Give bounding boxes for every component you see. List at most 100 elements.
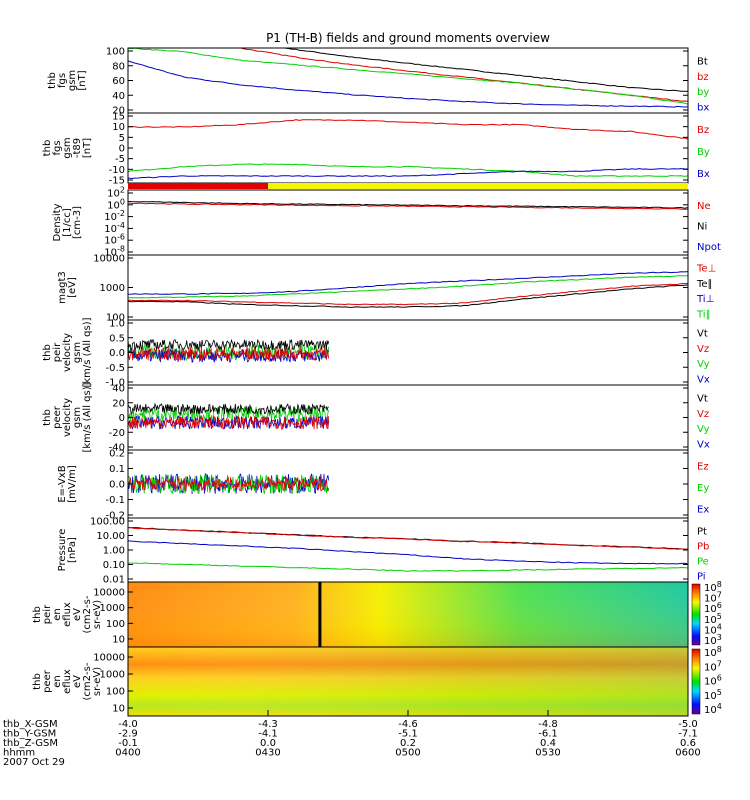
y-tick-label: 100: [106, 619, 125, 630]
colorbar: [691, 648, 701, 715]
x-tick-label: 0500: [395, 748, 420, 759]
series-Pb: [128, 527, 688, 550]
legend-Vt: Vt: [697, 394, 708, 405]
legend-Pb: Pb: [697, 542, 709, 553]
y-axis-label: peir: [52, 342, 63, 362]
y-tick-label: 80: [112, 61, 125, 72]
y-tick-label: 100.00: [90, 517, 125, 528]
y-tick-label: 0.5: [109, 333, 125, 344]
y-axis-label: [cm-3]: [72, 206, 83, 239]
x-row-label: thb_Z-GSM: [3, 738, 58, 749]
y-axis-label: [1/cc]: [62, 208, 73, 237]
series-Te∥: [128, 284, 688, 308]
y-tick-label: 10000: [93, 588, 125, 599]
legend-Te∥: Te∥: [696, 279, 713, 290]
x-tick-label: 0.4: [540, 738, 556, 749]
y-axis-label: thb: [47, 72, 58, 89]
y-axis-label: (cm2-s-: [82, 595, 93, 633]
y-tick-label: -15: [109, 176, 125, 187]
x-tick-label: -4.6: [398, 719, 418, 730]
x-tick-label: -4.3: [258, 719, 278, 730]
y-tick-label: -5: [115, 154, 125, 165]
y-tick-label: 20: [112, 398, 125, 409]
y-axis-label: eV: [72, 675, 83, 688]
panel-frame: [127, 189, 689, 256]
y-axis-label: Pressure: [57, 529, 68, 572]
y-axis-label: E=-VxB: [57, 465, 68, 502]
panel-frame: [127, 47, 689, 114]
x-tick-label: -7.1: [678, 729, 698, 740]
y-tick-label: 1000: [100, 603, 125, 614]
legend-Vx: Vx: [697, 439, 710, 450]
y-axis-label: thb: [42, 140, 53, 157]
series-Vy: [128, 405, 330, 424]
panel-efield: 0.2 0.1 0.0 -0.1 -0.2 E=-VxB [mV/m] Ez Ey Ex: [57, 449, 709, 522]
legend-Pt: Pt: [697, 527, 707, 538]
panel-peir-velocity: 1.0 0.5 0.0 -0.5 -1.0 thb peir velocity gsm [km/s…: [42, 317, 710, 388]
panel-pressure: 100.00 10.00 1.00 0.10 0.01 Pressure [nPa] Pt Pb…: [57, 517, 709, 586]
y-tick-label: 0.10: [103, 560, 125, 571]
y-tick-label: -0.5: [105, 363, 125, 374]
y-axis-label: eflux: [62, 602, 73, 627]
x-row-label: thb_X-GSM: [3, 719, 58, 730]
y-axis-label: sr-eV): [92, 667, 103, 696]
y-tick-label: -20: [109, 428, 125, 439]
x-tick-label: 0400: [115, 748, 140, 759]
panel-frame: [127, 517, 689, 583]
y-axis-label: [km/s (All qs)]: [82, 382, 93, 452]
y-axis-label: eV: [72, 608, 83, 621]
spectrogram-shade: [128, 582, 688, 647]
y-axis-label: peer: [52, 405, 63, 429]
colorbar: [691, 583, 701, 646]
x-tick-label: 0600: [675, 748, 700, 759]
series-Bz: [128, 119, 688, 140]
y-tick-label: 20: [112, 106, 125, 117]
legend-Pi: Pi: [697, 572, 706, 583]
y-tick-label: 100: [106, 313, 125, 324]
x-tick-label: 0430: [255, 748, 280, 759]
y-tick-label: 0: [119, 413, 125, 424]
y-axis-label: sr-eV): [92, 600, 103, 629]
y-tick-label: 5: [119, 133, 125, 144]
x-tick-label: 0.0: [260, 738, 276, 749]
y-tick-label: 0: [119, 144, 125, 155]
colorbar-tick-label: 108: [704, 645, 722, 659]
y-axis-label: [km/s (All qs)]: [82, 317, 93, 387]
y-axis-label: thb: [42, 409, 53, 426]
series-Te⊥: [128, 282, 688, 306]
x-tick-label: -5.1: [398, 729, 418, 740]
chart-title: P1 (TH-B) fields and ground moments over…: [266, 31, 550, 45]
y-tick-label: 100: [106, 687, 125, 698]
panel-peer-velocity: 40 20 0 -20 -40 thb peer velocity gsm [km/s (All …: [42, 382, 710, 453]
x-tick-label: 0530: [535, 748, 560, 759]
legend-Ez: Ez: [697, 462, 709, 473]
series-Vz: [128, 414, 330, 430]
y-axis-label: peir: [42, 604, 53, 624]
legend-Bt: Bt: [697, 57, 708, 68]
series-Pe: [128, 562, 688, 572]
x-tick-label: -2.9: [118, 729, 138, 740]
series-Pi: [128, 540, 688, 565]
y-axis-label: en: [52, 675, 63, 688]
x-tick-label: 0.2: [400, 738, 416, 749]
y-tick-label: 10: [112, 122, 125, 133]
series-bx: [128, 60, 688, 108]
y-axis-label: -t89: [72, 138, 83, 158]
y-tick-label: -10: [109, 165, 125, 176]
x-tick-label: -4.0: [118, 719, 138, 730]
legend-Vz: Vz: [697, 344, 709, 355]
y-axis-label: magt3: [57, 271, 68, 304]
legend-Te⊥: Te⊥: [696, 264, 716, 275]
legend-bz: bz: [697, 72, 709, 83]
date-label: 2007 Oct 29: [3, 757, 65, 768]
y-axis-label: fgs: [52, 140, 63, 155]
y-tick-label: 10.00: [96, 531, 125, 542]
y-tick-label: 1000: [100, 283, 125, 294]
y-tick-label: 1.00: [103, 546, 125, 557]
x-tick-label: -4.8: [538, 719, 558, 730]
series-Ni: [128, 200, 688, 209]
x-tick-label: 0.6: [680, 738, 696, 749]
